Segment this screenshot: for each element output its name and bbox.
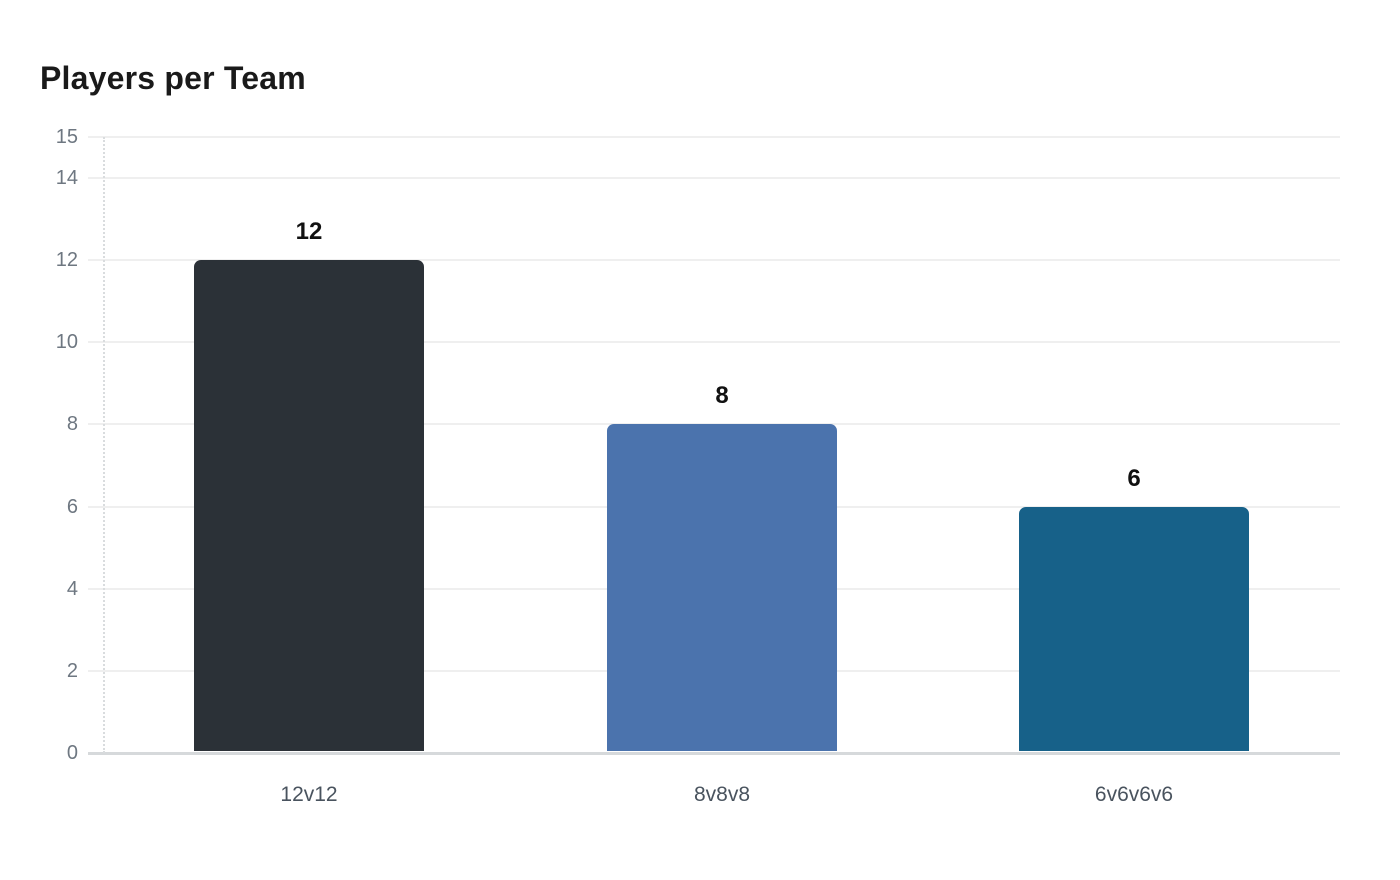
y-tick-label-4: 4 <box>66 578 78 600</box>
y-tick-label-8: 8 <box>66 413 78 435</box>
x-tick-label-12v12: 12v12 <box>280 783 338 806</box>
y-tick-label-10: 10 <box>55 331 78 353</box>
y-tick-label-0: 0 <box>66 742 78 764</box>
bar-12v12[interactable] <box>194 260 424 751</box>
y-axis-line <box>103 137 105 753</box>
y-tick-label-2: 2 <box>66 660 78 682</box>
y-tick-label-12: 12 <box>55 249 78 271</box>
x-tick-label-6v6v6v6: 6v6v6v6 <box>1094 783 1174 806</box>
gridline-y-14 <box>88 177 1340 179</box>
bar-8v8v8[interactable] <box>607 424 837 751</box>
gridline-y-10 <box>88 341 1340 343</box>
bar-value-label-12v12: 12 <box>295 218 323 245</box>
x-axis-baseline <box>88 752 1340 755</box>
y-tick-label-15: 15 <box>55 126 78 148</box>
bar-value-label-8v8v8: 8 <box>715 382 729 409</box>
gridline-y-12 <box>88 259 1340 261</box>
y-tick-label-6: 6 <box>66 496 78 518</box>
bar-6v6v6v6[interactable] <box>1019 507 1249 751</box>
x-tick-label-8v8v8: 8v8v8 <box>693 783 751 806</box>
y-tick-label-14: 14 <box>55 167 78 189</box>
bar-value-label-6v6v6v6: 6 <box>1127 465 1141 492</box>
chart-title: Players per Team <box>40 60 306 96</box>
gridline-y-15 <box>88 136 1340 138</box>
